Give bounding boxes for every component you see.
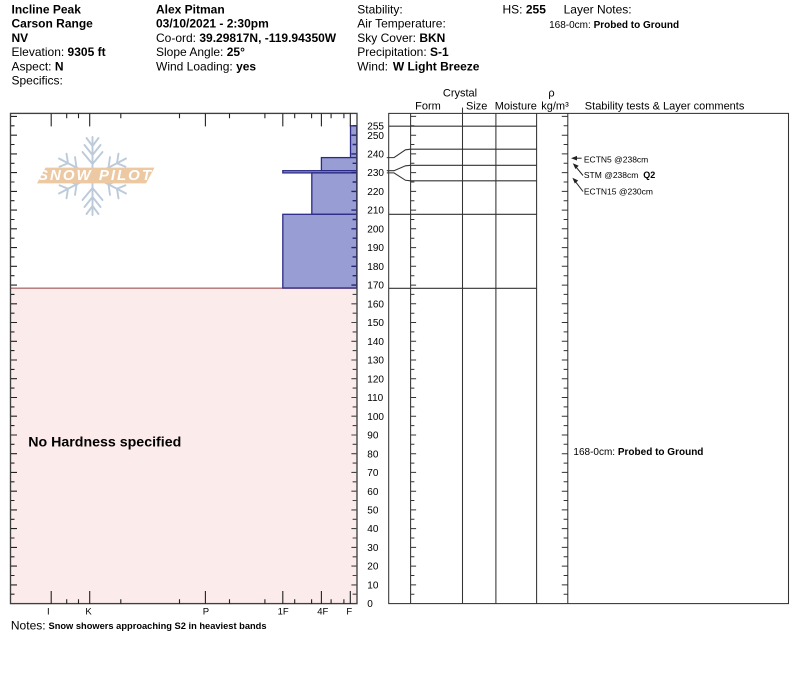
svg-text:SNOW PILOT: SNOW PILOT bbox=[38, 167, 153, 184]
svg-text:Sky Cover: BKN: Sky Cover: BKN bbox=[357, 31, 445, 45]
svg-text:Snow showers approaching S2 in: Snow showers approaching S2 in heaviest … bbox=[49, 621, 267, 631]
svg-text:10: 10 bbox=[367, 581, 379, 592]
svg-text:70: 70 bbox=[367, 468, 379, 479]
svg-text:250: 250 bbox=[367, 131, 384, 142]
svg-text:Stability tests & Layer commen: Stability tests & Layer comments bbox=[585, 100, 745, 112]
svg-text:110: 110 bbox=[367, 393, 383, 404]
svg-text:210: 210 bbox=[367, 206, 384, 217]
svg-text:Wind Loading: yes: Wind Loading: yes bbox=[156, 59, 256, 73]
svg-text:Co-ord: 39.29817N, -119.94350W: Co-ord: 39.29817N, -119.94350W bbox=[156, 31, 337, 45]
svg-text:60: 60 bbox=[367, 487, 379, 498]
svg-text:160: 160 bbox=[367, 299, 384, 310]
svg-text:No Hardness specified: No Hardness specified bbox=[28, 434, 181, 450]
svg-text:20: 20 bbox=[367, 562, 379, 573]
svg-text:Slope Angle: 25°: Slope Angle: 25° bbox=[156, 45, 245, 59]
svg-text:168-0cm: Probed to Ground: 168-0cm: Probed to Ground bbox=[549, 20, 679, 31]
svg-text:Alex Pitman: Alex Pitman bbox=[156, 2, 225, 16]
svg-text:80: 80 bbox=[367, 449, 379, 460]
svg-text:03/10/2021 - 2:30pm: 03/10/2021 - 2:30pm bbox=[156, 17, 269, 31]
svg-text:F: F bbox=[346, 607, 352, 618]
svg-text:Incline Peak: Incline Peak bbox=[12, 2, 82, 16]
svg-text:K: K bbox=[85, 607, 92, 618]
svg-text:140: 140 bbox=[367, 337, 384, 348]
svg-text:1F: 1F bbox=[278, 607, 289, 618]
svg-text:230: 230 bbox=[367, 168, 384, 179]
svg-text:Moisture: Moisture bbox=[495, 100, 537, 112]
svg-text:4F: 4F bbox=[317, 607, 328, 618]
svg-text:Layer Notes:: Layer Notes: bbox=[564, 2, 632, 16]
svg-text:Stability:: Stability: bbox=[357, 2, 402, 16]
svg-text:150: 150 bbox=[367, 318, 384, 329]
svg-text:190: 190 bbox=[367, 243, 384, 254]
svg-text:kg/m³: kg/m³ bbox=[541, 100, 569, 112]
svg-text:I: I bbox=[47, 607, 50, 618]
svg-text:200: 200 bbox=[367, 224, 384, 235]
svg-text:ECTN5 @238cm: ECTN5 @238cm bbox=[584, 154, 648, 164]
svg-text:Specifics:: Specifics: bbox=[12, 74, 63, 88]
svg-text:255: 255 bbox=[367, 121, 384, 132]
svg-text:STM @238cm Q2: STM @238cm Q2 bbox=[584, 170, 655, 180]
svg-text:220: 220 bbox=[367, 187, 384, 198]
svg-text:90: 90 bbox=[367, 431, 379, 442]
svg-text:100: 100 bbox=[367, 412, 384, 423]
svg-text:170: 170 bbox=[367, 281, 384, 292]
svg-text:50: 50 bbox=[367, 506, 379, 517]
svg-text:NV: NV bbox=[12, 31, 29, 45]
svg-text:P: P bbox=[203, 607, 209, 618]
svg-text:130: 130 bbox=[367, 356, 384, 367]
svg-text:Size: Size bbox=[466, 100, 487, 112]
svg-text:Air Temperature:: Air Temperature: bbox=[357, 17, 445, 31]
svg-text:240: 240 bbox=[367, 150, 384, 161]
svg-text:120: 120 bbox=[367, 374, 384, 385]
svg-text:ECTN15 @230cm: ECTN15 @230cm bbox=[584, 186, 653, 196]
svg-text:Aspect: N: Aspect: N bbox=[12, 59, 64, 73]
svg-text:HS: 255: HS: 255 bbox=[503, 2, 547, 16]
svg-text:40: 40 bbox=[367, 524, 379, 535]
svg-text:Elevation: 9305 ft: Elevation: 9305 ft bbox=[12, 45, 106, 59]
svg-text:Carson Range: Carson Range bbox=[12, 17, 94, 31]
svg-text:Precipitation: S-1: Precipitation: S-1 bbox=[357, 45, 449, 59]
svg-text:180: 180 bbox=[367, 262, 384, 273]
svg-text:ρ: ρ bbox=[548, 88, 554, 100]
svg-text:Notes:: Notes: bbox=[11, 619, 46, 633]
svg-text:Crystal: Crystal bbox=[443, 88, 477, 100]
svg-text:Wind: W Light Breeze: Wind: W Light Breeze bbox=[357, 59, 480, 73]
svg-text:30: 30 bbox=[367, 543, 379, 554]
svg-text:168-0cm: Probed to Ground: 168-0cm: Probed to Ground bbox=[573, 447, 703, 458]
svg-text:0: 0 bbox=[367, 599, 373, 610]
svg-text:Form: Form bbox=[415, 100, 441, 112]
